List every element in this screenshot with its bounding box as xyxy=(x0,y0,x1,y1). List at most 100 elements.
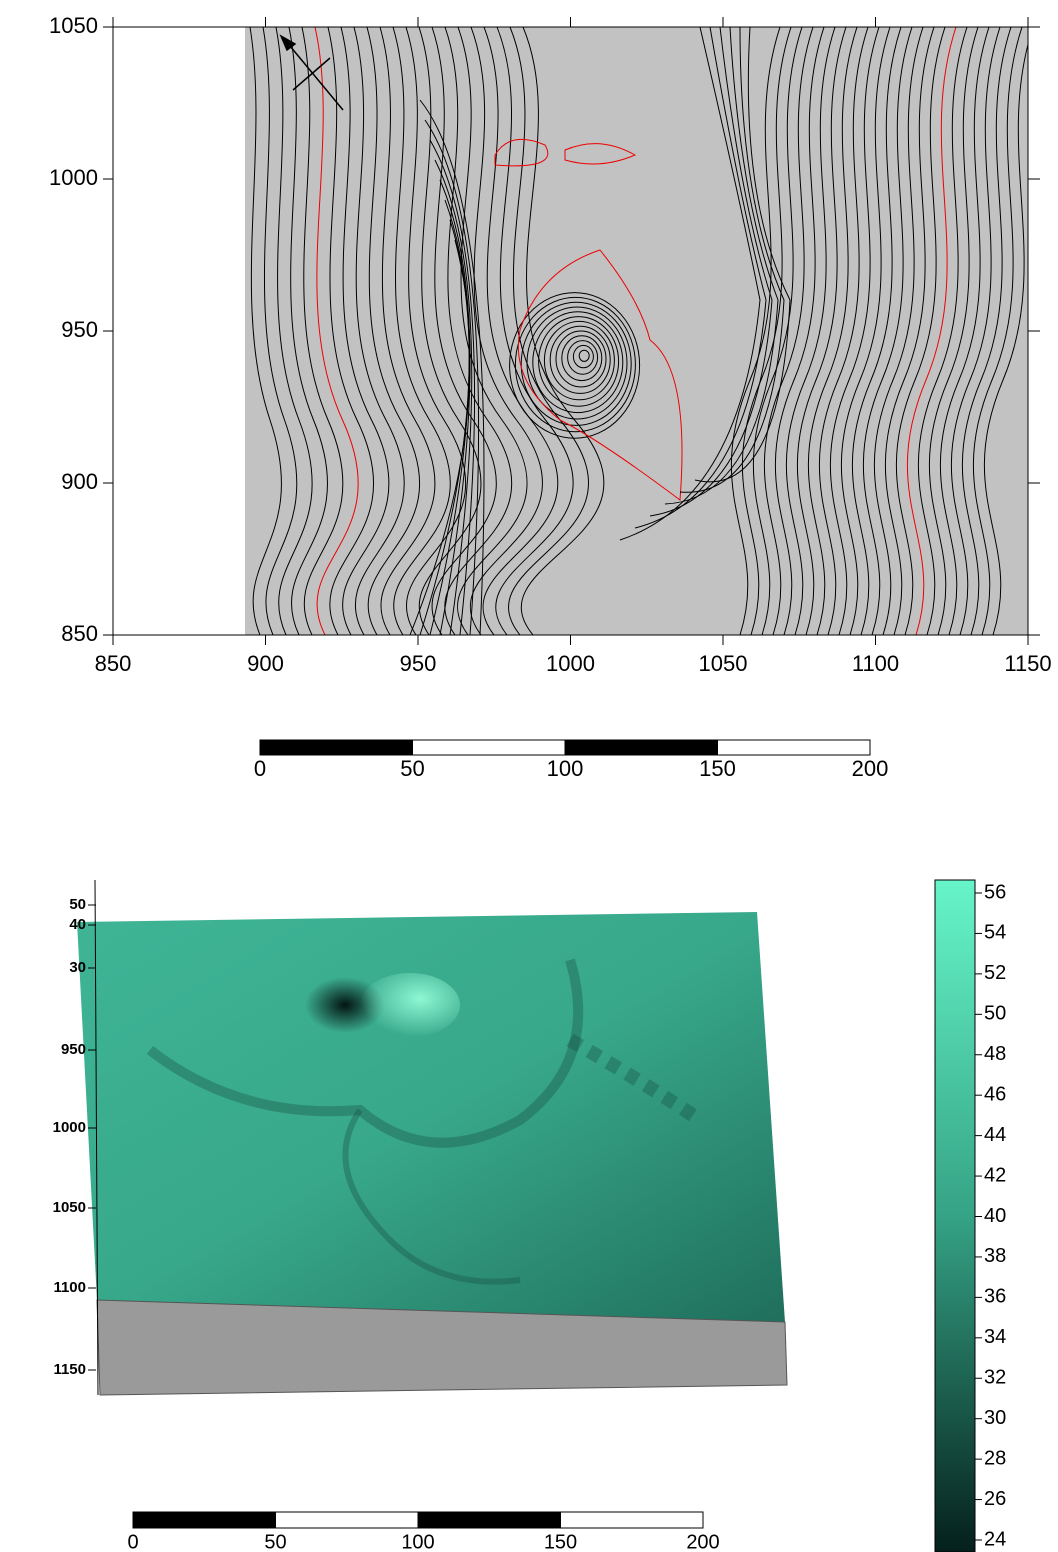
contour xyxy=(409,239,471,635)
contour xyxy=(829,27,880,635)
x-tick-label: 1150 xyxy=(1004,651,1051,676)
map-ticks: 850 900 950 1000 1050 1100 1150 850 900 950 1000 10… xyxy=(49,13,1052,676)
contour xyxy=(840,27,891,635)
contour xyxy=(796,27,847,635)
hill-light xyxy=(360,973,460,1037)
contour xyxy=(249,27,282,635)
contour xyxy=(873,27,924,635)
contour xyxy=(301,27,344,635)
contour xyxy=(862,27,913,635)
contour xyxy=(469,27,543,635)
contour xyxy=(288,27,328,635)
contour xyxy=(694,27,791,483)
contour xyxy=(664,27,779,505)
colorbar-ticks: 56 54 52 50 48 46 44 42 40 38 36 34 32 30 28 26 24 xyxy=(975,881,1006,1550)
colorbar-label: 28 xyxy=(984,1447,1006,1469)
contour xyxy=(379,27,436,635)
contour xyxy=(514,296,636,433)
axis-label: 950 xyxy=(61,1041,86,1058)
contour xyxy=(634,27,767,529)
contour xyxy=(807,27,858,635)
contour xyxy=(555,330,607,388)
colorbar-label: 32 xyxy=(984,1367,1006,1389)
surface-axis xyxy=(94,879,99,1396)
scale-segment xyxy=(564,739,718,756)
surface xyxy=(77,912,785,1322)
contour xyxy=(275,27,313,635)
contour xyxy=(950,27,1001,635)
contour xyxy=(785,27,836,635)
scale-label: 100 xyxy=(401,1531,434,1552)
contour xyxy=(517,249,683,501)
contour xyxy=(752,27,803,635)
colorbar-label: 54 xyxy=(984,922,1006,944)
scale-label: 200 xyxy=(686,1531,719,1552)
map-background xyxy=(245,27,1028,635)
contour xyxy=(884,27,935,635)
scale-label: 150 xyxy=(699,756,736,781)
contour xyxy=(774,27,825,635)
y-tick-label: 1050 xyxy=(49,13,98,38)
contour xyxy=(424,119,480,635)
colorbar-label: 26 xyxy=(984,1488,1006,1510)
scale-segment xyxy=(259,739,413,756)
contour xyxy=(457,27,528,635)
axis-label: 40 xyxy=(69,916,86,933)
contour xyxy=(520,27,605,635)
surface-features xyxy=(146,958,704,1285)
scale-bar: 0 50 100 150 200 xyxy=(127,1511,720,1552)
colorbar-label: 52 xyxy=(984,962,1006,984)
contour xyxy=(549,325,611,394)
contour xyxy=(649,27,773,517)
colorbar-label: 42 xyxy=(984,1164,1006,1186)
contour xyxy=(818,27,869,635)
colorbar-label: 36 xyxy=(984,1286,1006,1308)
scale-label: 0 xyxy=(254,756,266,781)
x-tick-label: 1050 xyxy=(699,651,748,676)
x-tick-label: 950 xyxy=(400,651,437,676)
axis-label: 1100 xyxy=(53,1279,86,1296)
contour xyxy=(917,27,968,635)
contour xyxy=(392,27,451,635)
contour xyxy=(567,340,599,375)
contour xyxy=(526,306,628,420)
scale-label: 100 xyxy=(547,756,584,781)
scale-segment xyxy=(417,1511,561,1529)
contour xyxy=(327,27,375,635)
contour xyxy=(895,27,946,635)
contour xyxy=(730,27,781,635)
y-tick-label: 900 xyxy=(61,469,98,494)
x-tick-label: 850 xyxy=(95,651,132,676)
hill-shadow xyxy=(305,977,385,1033)
axis-label: 1150 xyxy=(53,1361,86,1378)
scale-segment xyxy=(717,739,871,756)
scale-segment xyxy=(275,1511,419,1529)
scale-segment xyxy=(560,1511,704,1529)
contour xyxy=(538,316,620,407)
contour xyxy=(366,27,421,635)
y-tick-label: 950 xyxy=(61,317,98,342)
contour xyxy=(494,138,549,167)
contour xyxy=(572,344,594,369)
contour xyxy=(679,27,785,493)
y-tick-label: 850 xyxy=(61,621,98,646)
scale-label: 150 xyxy=(544,1531,577,1552)
contour xyxy=(429,139,476,635)
colorbar-label: 38 xyxy=(984,1245,1006,1267)
x-tick-label: 900 xyxy=(247,651,284,676)
contour xyxy=(405,27,467,635)
colorbar-label: 30 xyxy=(984,1407,1006,1429)
contour xyxy=(961,27,1012,635)
colorbar-label: 46 xyxy=(984,1083,1006,1105)
surface-axis-labels: 50 40 30 950 1000 1050 1100 1150 xyxy=(53,896,96,1378)
colorbar-label: 40 xyxy=(984,1205,1006,1227)
contour xyxy=(928,27,979,635)
y-tick-label: 1000 xyxy=(49,165,98,190)
contours xyxy=(249,27,1028,635)
contour xyxy=(851,27,902,635)
colorbar-label: 34 xyxy=(984,1326,1006,1348)
contour xyxy=(939,27,990,635)
axis-label: 50 xyxy=(69,896,86,913)
contour xyxy=(509,292,641,439)
axis-label: 1050 xyxy=(53,1199,86,1216)
